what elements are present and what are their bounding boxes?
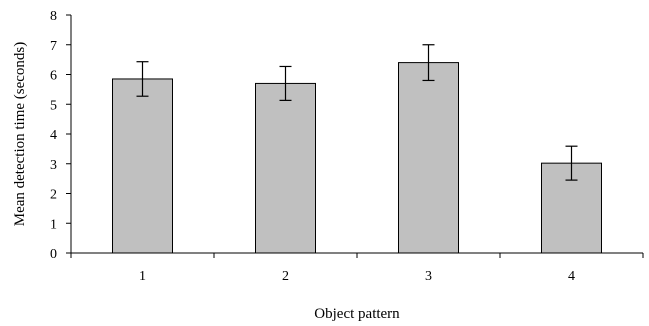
y-tick-label: 2 (50, 188, 57, 203)
x-tick-label: 1 (139, 269, 146, 284)
bar-3 (398, 62, 459, 254)
y-tick-label: 1 (50, 217, 57, 232)
x-axis-ticks: 1 2 3 4 (70, 253, 644, 284)
y-tick-label: 7 (50, 39, 57, 54)
x-tick-label: 2 (282, 269, 289, 284)
bar-2 (255, 82, 316, 254)
y-tick-label: 4 (50, 128, 57, 143)
x-axis-label: Object pattern (314, 306, 400, 322)
y-tick-label: 5 (50, 98, 57, 113)
y-axis-label: Mean detection time (seconds) (12, 42, 28, 227)
error-bars-group (136, 44, 578, 181)
y-tick-label: 3 (50, 158, 57, 173)
bars-group (112, 62, 602, 254)
bar-1 (112, 78, 173, 254)
y-axis-ticks: 0 1 2 3 4 5 6 7 8 (50, 9, 71, 262)
y-tick-label: 0 (50, 247, 57, 262)
x-tick-label: 3 (425, 269, 432, 284)
y-tick-label: 8 (50, 9, 57, 24)
x-tick-label: 4 (568, 269, 575, 284)
y-tick-label: 6 (50, 69, 57, 84)
